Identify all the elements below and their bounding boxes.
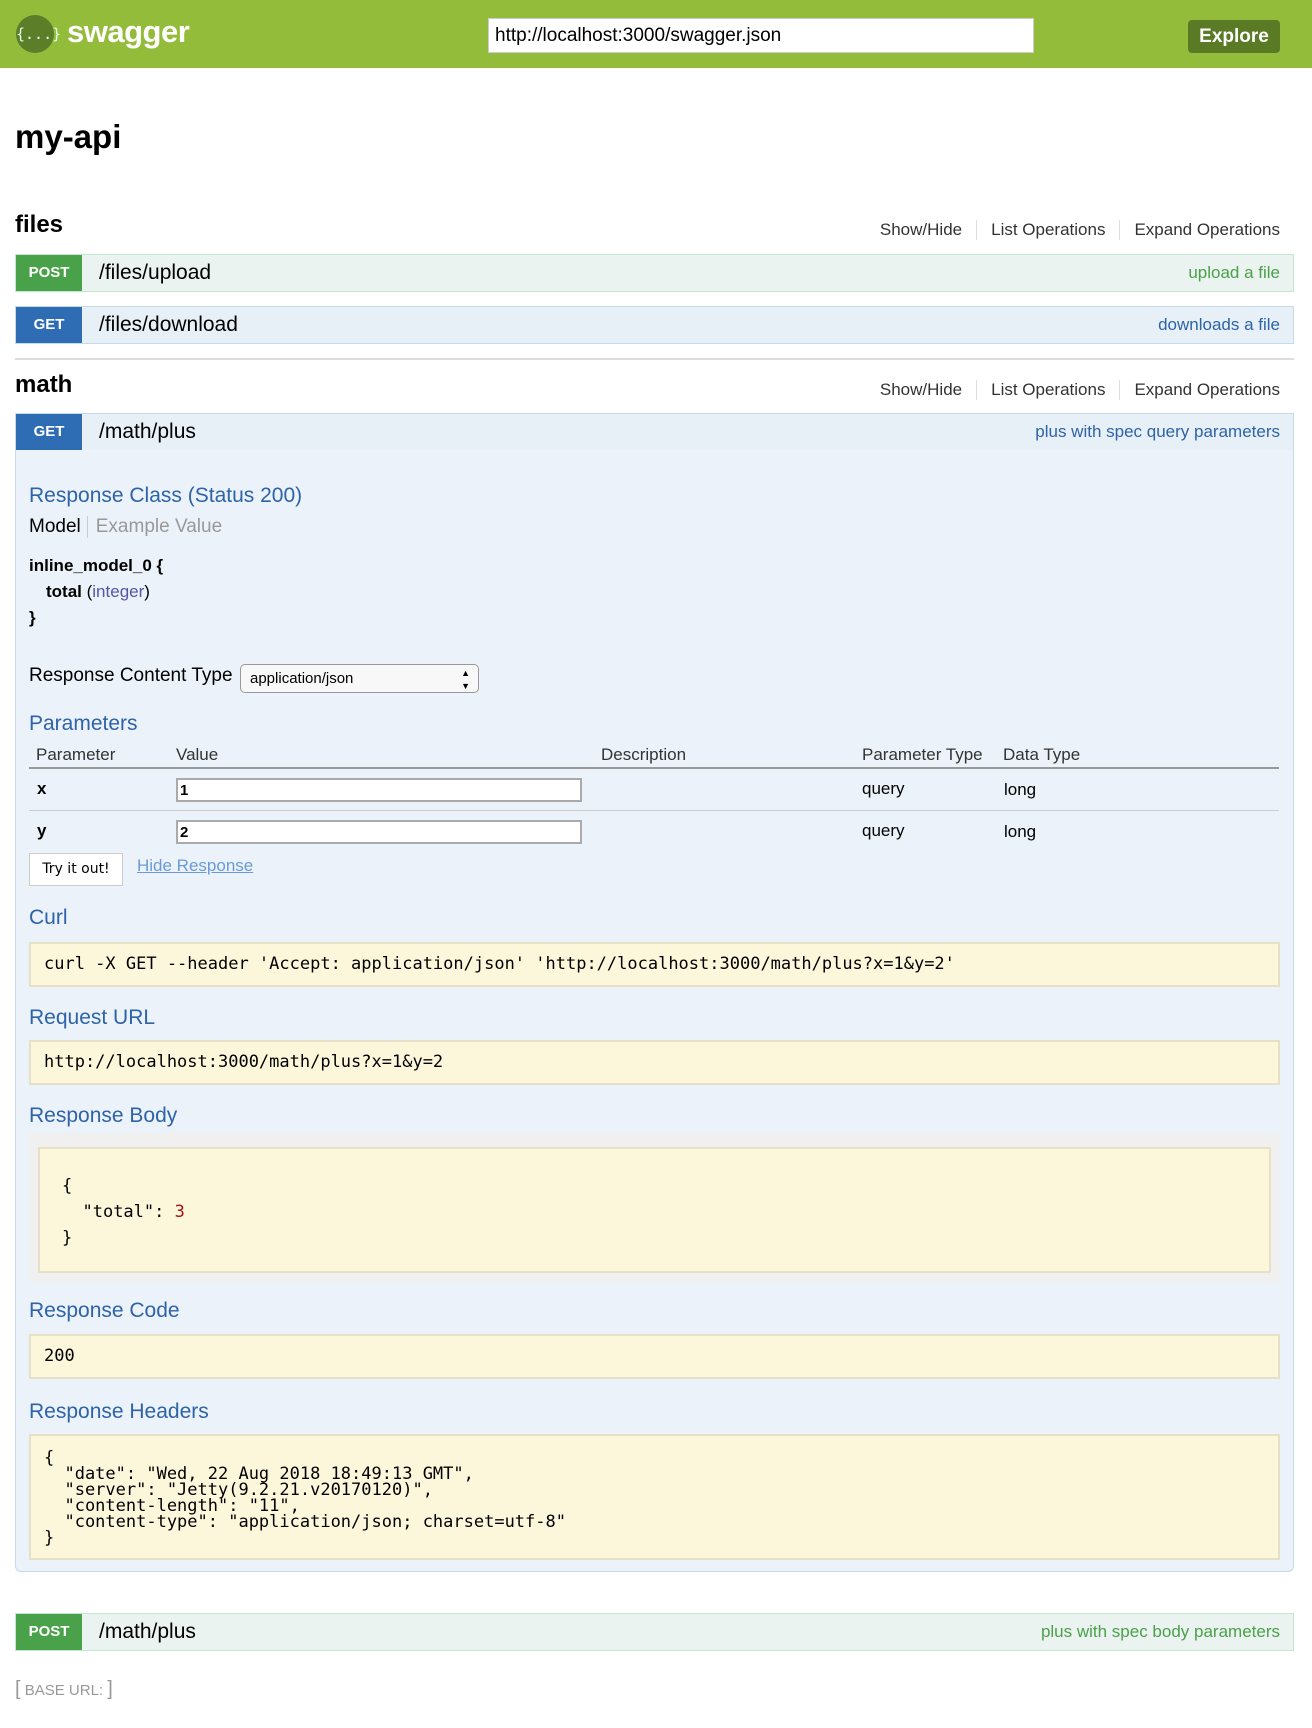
section-title-files[interactable]: files	[15, 211, 64, 238]
response-body: { "total": 3}	[38, 1147, 1271, 1273]
method-badge: POST	[16, 255, 82, 291]
data-type-x: long	[1004, 780, 1037, 799]
param-type-x: query	[862, 779, 905, 798]
operation-summary[interactable]: downloads a file	[1158, 315, 1280, 334]
show-hide-link[interactable]: Show/Hide	[866, 220, 978, 240]
response-content-type-label: Response Content Type	[29, 665, 233, 686]
swagger-logo-text: swagger	[67, 14, 190, 49]
selected-content-type: application/json	[250, 670, 354, 687]
header-line: {	[44, 1448, 55, 1468]
response-body-title: Response Body	[29, 1104, 178, 1127]
column-parameter: Parameter	[36, 745, 116, 764]
body-open: {	[62, 1176, 73, 1196]
model-field: total (integer)	[46, 582, 150, 601]
table-header-rule	[29, 767, 1279, 769]
operation-get-math-plus[interactable]: GET /math/plus plus with spec query para…	[15, 413, 1294, 451]
top-bar: {...} swagger Explore	[0, 0, 1312, 68]
section-links-files: Show/Hide List Operations Expand Operati…	[866, 220, 1280, 240]
header-line: "server": "Jetty(9.2.21.v20170120)",	[44, 1480, 433, 1500]
request-url-title: Request URL	[29, 1006, 156, 1029]
section-links-math: Show/Hide List Operations Expand Operati…	[866, 380, 1280, 400]
section-title-math[interactable]: math	[15, 371, 73, 398]
operation-path[interactable]: /files/download	[99, 313, 238, 336]
model-close: }	[29, 608, 36, 627]
param-x-input[interactable]	[176, 778, 582, 802]
api-title: my-api	[15, 118, 122, 155]
operation-get-files-download[interactable]: GET /files/download downloads a file	[15, 306, 1294, 344]
bracket-close: ]	[107, 1678, 113, 1700]
curl-title: Curl	[29, 906, 68, 929]
row-rule	[29, 810, 1279, 811]
explore-button[interactable]: Explore	[1188, 20, 1280, 53]
field-type: integer	[92, 582, 145, 601]
spec-url-input[interactable]	[488, 18, 1034, 53]
parameters-title: Parameters	[29, 712, 138, 735]
method-badge: GET	[16, 414, 82, 450]
operation-path[interactable]: /math/plus	[99, 1620, 196, 1643]
body-value: 3	[174, 1202, 185, 1222]
operation-post-files-upload[interactable]: POST /files/upload upload a file	[15, 254, 1294, 292]
swagger-logo-icon: {...}	[16, 15, 61, 53]
model-tabs: Model Example Value	[29, 516, 222, 538]
body-close: }	[62, 1228, 73, 1248]
column-value: Value	[176, 745, 219, 764]
param-type-y: query	[862, 821, 905, 840]
body-key: "total":	[82, 1202, 175, 1222]
section-divider	[15, 358, 1294, 360]
operation-post-math-plus[interactable]: POST /math/plus plus with spec body para…	[15, 1613, 1294, 1651]
header-line: }	[44, 1528, 55, 1548]
method-badge: POST	[16, 1614, 82, 1650]
header-line: "content-type": "application/json; chars…	[44, 1512, 566, 1532]
list-operations-link[interactable]: List Operations	[977, 380, 1121, 400]
param-name-y: y	[37, 821, 47, 840]
column-data-type: Data Type	[1003, 745, 1081, 764]
operation-path[interactable]: /files/upload	[99, 261, 212, 284]
show-hide-link[interactable]: Show/Hide	[866, 380, 978, 400]
bracket-open: [	[15, 1678, 21, 1700]
response-class-title: Response Class (Status 200)	[29, 484, 303, 507]
param-y-input[interactable]	[176, 820, 582, 844]
base-url-colon: :	[98, 1682, 104, 1699]
operation-summary[interactable]: plus with spec body parameters	[1040, 1622, 1280, 1641]
hide-response-link[interactable]: Hide Response	[137, 856, 254, 875]
operation-path[interactable]: /math/plus	[99, 420, 196, 443]
data-type-y: long	[1004, 822, 1037, 841]
operation-summary[interactable]: plus with spec query parameters	[1035, 422, 1280, 441]
response-code: 200	[29, 1334, 1280, 1379]
operation-summary[interactable]: upload a file	[1188, 263, 1280, 282]
try-it-out-button[interactable]: Try it out!	[29, 853, 123, 886]
base-url: [ BASE URL: ]	[15, 1678, 113, 1701]
curl-command: curl -X GET --header 'Accept: applicatio…	[29, 942, 1280, 987]
response-headers: { "date": "Wed, 22 Aug 2018 18:49:13 GMT…	[29, 1434, 1280, 1560]
request-url: http://localhost:3000/math/plus?x=1&y=2	[29, 1040, 1280, 1085]
select-arrows-icon: ▲ ▼	[461, 668, 470, 691]
response-content-type-select[interactable]: application/json ▲ ▼	[240, 664, 479, 693]
response-code-title: Response Code	[29, 1299, 180, 1322]
column-parameter-type: Parameter Type	[862, 745, 983, 764]
response-headers-title: Response Headers	[29, 1400, 209, 1423]
body-line: "total": 3	[62, 1199, 1247, 1225]
expand-operations-link[interactable]: Expand Operations	[1134, 380, 1280, 399]
model-open: inline_model_0 {	[29, 556, 164, 575]
list-operations-link[interactable]: List Operations	[977, 220, 1121, 240]
method-badge: GET	[16, 307, 82, 343]
field-name: total	[46, 582, 82, 601]
tab-example-value[interactable]: Example Value	[95, 516, 223, 537]
column-description: Description	[601, 745, 687, 764]
header-line: "date": "Wed, 22 Aug 2018 18:49:13 GMT",	[44, 1464, 474, 1484]
expand-operations-link[interactable]: Expand Operations	[1134, 220, 1280, 239]
param-name-x: x	[37, 779, 47, 798]
tab-model[interactable]: Model	[29, 516, 88, 538]
operation-details-panel	[15, 450, 1294, 1572]
header-line: "content-length": "11",	[44, 1496, 300, 1516]
base-url-label: BASE URL	[24, 1682, 99, 1699]
